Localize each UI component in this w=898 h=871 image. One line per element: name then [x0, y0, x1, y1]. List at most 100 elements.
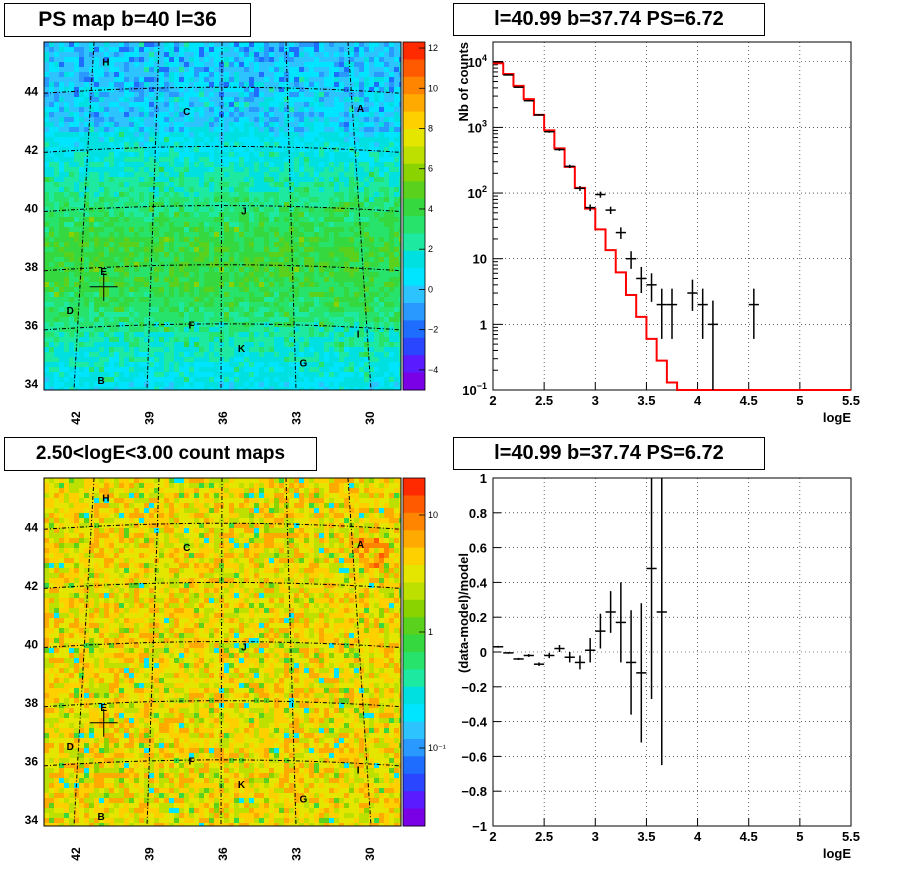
- ps-lon-tick-label: 33: [290, 411, 304, 425]
- cnt-lon-tick-label: 30: [363, 847, 377, 861]
- cnt-lat-tick-label: 38: [25, 696, 39, 710]
- cnt-colorbar-step: [403, 808, 425, 827]
- spectrum-y-tick-label: 10−1: [462, 381, 487, 398]
- ps-lat-tick-label: 40: [25, 202, 39, 216]
- residual-data-point: [636, 603, 647, 743]
- spectrum-x-axis-label: logE: [823, 410, 851, 425]
- ps-colorbar-step: [403, 216, 425, 234]
- residual-x-tick-label: 4.5: [740, 829, 758, 844]
- cnt-colorbar-step: [403, 617, 425, 636]
- residual-data-point: [625, 610, 637, 715]
- cnt-lat-tick-label: 40: [25, 638, 39, 652]
- ps-colorbar-tick-label: 12: [428, 43, 438, 53]
- residual-y-tick-label: −0.6: [461, 749, 487, 764]
- residual-y-tick-label: 1: [480, 471, 487, 486]
- cnt-pixels: [44, 478, 401, 826]
- spectrum-panel: 2 2.5 3 3.5 4 4.5 5 5.5 10−1 1 10 102 103 104 logE Nb o…: [456, 41, 860, 425]
- ps-lat-gridline: [43, 205, 402, 213]
- spectrum-data-point: [523, 99, 534, 102]
- ps-colorbar-step: [403, 146, 425, 165]
- cnt-source-label-b: B: [98, 812, 105, 823]
- residual-y-tick-label: −1: [472, 819, 487, 834]
- spectrum-data-point: [513, 86, 524, 88]
- residual-title: l=40.99 b=37.74 PS=6.72: [453, 437, 765, 470]
- ps-source-label-i: I: [357, 329, 360, 340]
- ps-source-label-a: A: [357, 104, 364, 115]
- spectrum-data-point: [493, 61, 504, 63]
- cnt-lat-gridline: [43, 759, 402, 767]
- spectrum-data-point: [544, 130, 555, 133]
- cnt-colorbar-step: [403, 634, 425, 653]
- cnt-colorbar-step: [403, 791, 425, 810]
- cnt-lat-gridline: [43, 641, 402, 649]
- ps-colorbar-tick-label: −4: [428, 365, 438, 375]
- cnt-colorbar-step: [403, 565, 425, 583]
- spectrum-data-point: [574, 186, 586, 191]
- count-map-panel: 44 42 40 38 36 34 42 39 36 33 30 H C A J E D F K G I B 10 1 10⁻¹: [25, 477, 446, 861]
- ps-colorbar-step: [403, 372, 425, 391]
- spectrum-data-point: [533, 114, 545, 116]
- ps-lat-gridline: [43, 264, 402, 272]
- spectrum-data-point: [605, 206, 616, 214]
- cnt-source-label-i: I: [357, 765, 360, 776]
- spectrum-data-point: [554, 148, 565, 151]
- residual-y-tick-label: −0.2: [461, 680, 487, 695]
- cnt-colorbar: [402, 477, 426, 827]
- residual-y-tick-label: 0.2: [469, 610, 487, 625]
- residual-x-axis-label: logE: [823, 846, 851, 861]
- ps-colorbar: [402, 41, 426, 391]
- spectrum-data-point: [595, 191, 606, 198]
- cnt-colorbar-tick-label: 10⁻¹: [428, 743, 446, 753]
- residual-y-axis-label: (data-model)/model: [456, 553, 471, 673]
- ps-source-label-c: C: [183, 107, 190, 118]
- ps-lon-gridline: [285, 41, 297, 391]
- cnt-source-label-j: J: [241, 643, 247, 654]
- residual-x-tick-label: 2: [489, 829, 496, 844]
- ps-lon-tick-label: 36: [216, 411, 230, 425]
- residual-data-point: [564, 652, 575, 663]
- spectrum-x-tick-label: 2: [489, 393, 496, 408]
- residual-x-tick-label: 4: [694, 829, 702, 844]
- ps-colorbar-step: [403, 250, 425, 269]
- ps-colorbar-step: [403, 268, 425, 287]
- spectrum-x-tick-label: 5: [796, 393, 803, 408]
- cnt-colorbar-step: [403, 686, 425, 705]
- cnt-lat-tick-label: 42: [25, 579, 39, 593]
- cnt-colorbar-tick-label: 1: [428, 627, 433, 637]
- spectrum-data-point: [564, 164, 575, 169]
- ps-lon-gridline: [73, 41, 95, 391]
- ps-colorbar-step: [403, 320, 425, 339]
- spectrum-y-tick-label: 103: [468, 118, 487, 135]
- spectrum-frame: [492, 41, 852, 391]
- residual-x-tick-label: 3: [592, 829, 599, 844]
- spectrum-data-point: [625, 251, 637, 269]
- residual-data-point: [585, 638, 596, 663]
- cnt-lon-gridline: [146, 477, 160, 827]
- ps-colorbar-frame: [402, 41, 426, 391]
- ps-colorbar-step: [403, 76, 425, 95]
- residual-data-point: [493, 645, 504, 648]
- residual-x-tick-label: 2.5: [535, 829, 553, 844]
- ps-lon-gridline: [220, 41, 223, 391]
- ps-source-label-f: F: [189, 321, 195, 332]
- cnt-source-label-f: F: [189, 757, 195, 768]
- residual-data-point: [646, 478, 657, 699]
- spectrum-x-tick-label: 2.5: [535, 393, 553, 408]
- ps-source-label-d: D: [67, 306, 74, 317]
- residual-data-point: [574, 655, 586, 670]
- ps-source-label-g: G: [300, 359, 308, 370]
- ps-source-label-k: K: [238, 344, 246, 355]
- residual-data-point: [503, 652, 514, 654]
- ps-colorbar-step: [403, 233, 425, 252]
- residual-y-tick-label: 0.8: [469, 506, 487, 521]
- spectrum-data-point: [748, 288, 759, 339]
- ps-map-frame: [43, 41, 402, 391]
- cnt-map-frame: [43, 477, 402, 827]
- ps-lon-gridline: [146, 41, 160, 391]
- cnt-source-label-g: G: [300, 795, 308, 806]
- count-map-title: 2.50<logE<3.00 count maps: [4, 437, 317, 471]
- cnt-colorbar-step: [403, 652, 425, 670]
- ps-colorbar-step: [403, 163, 425, 182]
- cnt-colorbar-step: [403, 773, 425, 792]
- cnt-lon-tick-label: 39: [143, 847, 157, 861]
